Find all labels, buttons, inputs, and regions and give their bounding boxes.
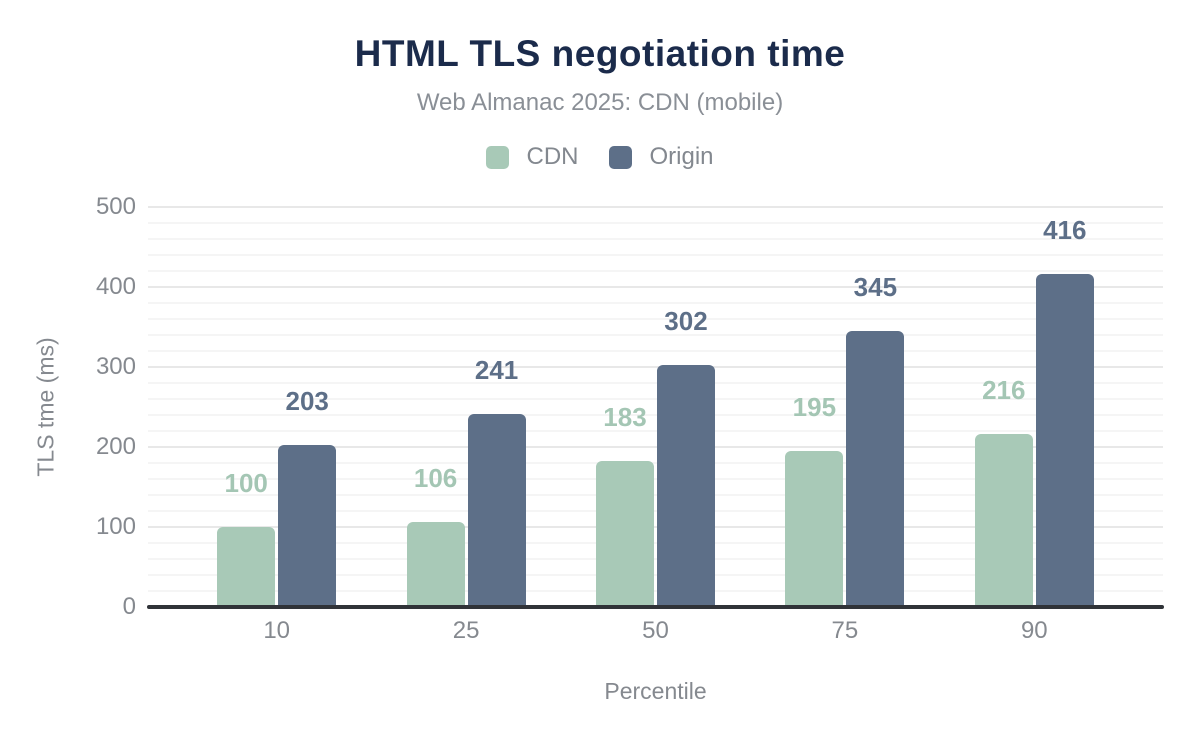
gridline-minor <box>148 302 1163 304</box>
gridline-minor <box>148 398 1163 400</box>
bar-value-label: 302 <box>664 306 708 336</box>
gridline-minor <box>148 382 1163 384</box>
gridline-minor <box>148 430 1163 432</box>
y-axis: 0 100 200 300 400 500 <box>0 193 136 620</box>
gridline-minor <box>148 510 1163 512</box>
bar-value-label: 100 <box>224 468 268 498</box>
origin-bar-p90[interactable]: 416 <box>1035 215 1094 607</box>
x-axis-tick-label: 90 <box>1020 617 1048 644</box>
gridline-major <box>148 206 1163 208</box>
y-axis-tick-label: 200 <box>95 433 136 460</box>
x-axis-line <box>147 605 1164 609</box>
y-axis-tick-label: 300 <box>95 353 136 380</box>
gridline-minor <box>148 414 1163 416</box>
plot-area: 100 203 106 241 183 302 195 345 216 416 <box>148 206 1163 607</box>
gridline-minor <box>148 542 1163 544</box>
y-axis-tick-label: 500 <box>95 193 136 220</box>
bar-value-label: 216 <box>982 375 1026 405</box>
origin-bar-p10[interactable]: 203 <box>278 386 337 607</box>
bar-value-label: 416 <box>1043 215 1087 245</box>
x-axis-tick-label: 10 <box>263 617 291 644</box>
bar-group-p90: 216 416 <box>940 207 1129 607</box>
gridline-major <box>148 526 1163 528</box>
legend-swatch-cdn <box>486 145 510 169</box>
gridline-major <box>148 366 1163 368</box>
origin-bar-p25[interactable]: 241 <box>467 355 526 607</box>
cdn-bar-p75[interactable]: 195 <box>785 392 844 607</box>
legend-label: Origin <box>649 143 714 170</box>
cdn-bar-p50[interactable]: 183 <box>595 402 654 607</box>
gridline-minor <box>148 334 1163 336</box>
bar-value-label: 203 <box>285 386 329 416</box>
x-axis: 10 25 50 75 90 <box>148 617 1163 647</box>
chart-subtitle: Web Almanac 2025: CDN (mobile) <box>416 89 784 116</box>
bar-value-label: 345 <box>853 272 898 302</box>
cdn-bar-p25[interactable]: 106 <box>406 463 465 607</box>
legend-swatch-origin <box>609 145 633 169</box>
bar-value-label: 195 <box>792 392 837 422</box>
bar-group-p10: 100 203 <box>182 207 371 607</box>
bar-value-label: 183 <box>603 402 647 432</box>
y-axis-tick-label: 100 <box>95 513 136 540</box>
x-axis-tick-label: 50 <box>642 617 669 644</box>
gridline-major <box>148 286 1163 288</box>
gridline-minor <box>148 350 1163 352</box>
gridline-minor <box>148 494 1163 496</box>
y-axis-tick-label: 400 <box>95 273 136 300</box>
cdn-bar-p10[interactable]: 100 <box>217 468 276 607</box>
gridline-minor <box>148 462 1163 464</box>
bar-group-p50: 183 302 <box>561 207 750 607</box>
x-axis-title: Percentile <box>604 678 707 704</box>
legend-item-cdn[interactable]: CDN <box>486 143 578 171</box>
bar-value-label: 106 <box>413 463 458 493</box>
y-axis-tick-label: 0 <box>122 593 136 620</box>
gridline-minor <box>148 574 1163 576</box>
gridline-minor <box>148 478 1163 480</box>
origin-bar-p75[interactable]: 345 <box>846 272 905 607</box>
gridline-major <box>148 446 1163 448</box>
bar-group-p25: 106 241 <box>371 207 560 607</box>
bar-group-p75: 195 345 <box>750 207 939 607</box>
gridline-minor <box>148 558 1163 560</box>
legend-item-origin[interactable]: Origin <box>609 143 714 171</box>
gridline-minor <box>148 590 1163 592</box>
x-axis-tick-label: 25 <box>452 617 480 644</box>
chart-title: HTML TLS negotiation time <box>354 33 846 74</box>
cdn-bar-p90[interactable]: 216 <box>974 375 1033 607</box>
gridline-minor <box>148 254 1163 256</box>
legend: CDN Origin <box>0 143 1200 171</box>
legend-label: CDN <box>526 143 579 170</box>
gridline-minor <box>148 270 1163 272</box>
bar-value-label: 241 <box>474 355 519 385</box>
x-axis-tick-label: 75 <box>831 617 859 644</box>
gridline-minor <box>148 238 1163 240</box>
gridline-minor <box>148 318 1163 320</box>
origin-bar-p50[interactable]: 302 <box>656 306 715 607</box>
gridline-minor <box>148 222 1163 224</box>
